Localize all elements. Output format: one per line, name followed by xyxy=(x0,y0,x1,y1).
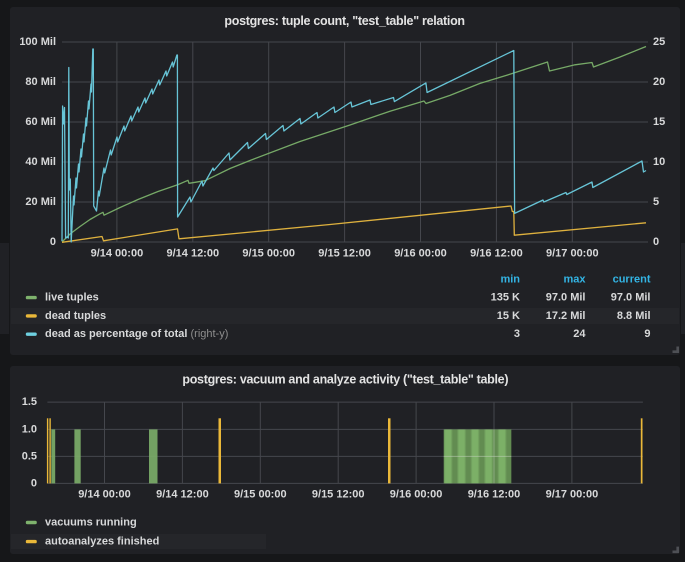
svg-text:0: 0 xyxy=(50,236,56,248)
svg-text:1.0: 1.0 xyxy=(22,423,37,435)
svg-text:max: max xyxy=(563,273,586,285)
svg-text:24: 24 xyxy=(573,328,586,340)
svg-text:9/17 00:00: 9/17 00:00 xyxy=(546,489,599,501)
svg-text:9/17 00:00: 9/17 00:00 xyxy=(546,248,599,260)
svg-text:9/14 12:00: 9/14 12:00 xyxy=(166,248,219,260)
svg-text:9/16 00:00: 9/16 00:00 xyxy=(390,489,443,501)
svg-text:9/16 00:00: 9/16 00:00 xyxy=(394,248,447,260)
svg-text:9/15 00:00: 9/15 00:00 xyxy=(234,489,287,501)
svg-text:20: 20 xyxy=(653,76,665,88)
svg-text:9: 9 xyxy=(644,328,650,340)
svg-text:9/16 12:00: 9/16 12:00 xyxy=(468,489,521,501)
svg-text:9/15 12:00: 9/15 12:00 xyxy=(312,489,365,501)
svg-text:3: 3 xyxy=(514,328,520,340)
svg-text:8.8 Mil: 8.8 Mil xyxy=(617,310,651,322)
svg-text:min: min xyxy=(500,273,520,285)
svg-text:0: 0 xyxy=(31,477,37,489)
svg-text:9/14 00:00: 9/14 00:00 xyxy=(91,248,144,260)
svg-text:135 K: 135 K xyxy=(491,292,520,304)
svg-text:dead tuples: dead tuples xyxy=(45,310,106,322)
svg-text:9/15 12:00: 9/15 12:00 xyxy=(318,248,371,260)
svg-text:9/14 00:00: 9/14 00:00 xyxy=(78,489,131,501)
svg-text:9/14 12:00: 9/14 12:00 xyxy=(156,489,209,501)
svg-text:40 Mil: 40 Mil xyxy=(25,156,56,168)
svg-text:15: 15 xyxy=(653,116,665,128)
svg-text:17.2 Mil: 17.2 Mil xyxy=(546,310,586,322)
svg-text:97.0 Mil: 97.0 Mil xyxy=(546,292,586,304)
svg-text:live tuples: live tuples xyxy=(45,292,99,304)
svg-text:9/16 12:00: 9/16 12:00 xyxy=(470,248,523,260)
svg-text:postgres: vacuum and analyze a: postgres: vacuum and analyze activity ("… xyxy=(182,373,508,387)
svg-text:dead as percentage of total (r: dead as percentage of total (right-y) xyxy=(45,328,228,340)
svg-text:0: 0 xyxy=(653,236,659,248)
svg-text:postgres: tuple count, "test_t: postgres: tuple count, "test_table" rela… xyxy=(224,14,464,28)
svg-text:0.5: 0.5 xyxy=(22,450,37,462)
svg-text:97.0 Mil: 97.0 Mil xyxy=(611,292,651,304)
svg-text:autoanalyzes finished: autoanalyzes finished xyxy=(45,536,159,548)
svg-text:20 Mil: 20 Mil xyxy=(25,196,56,208)
svg-text:1.5: 1.5 xyxy=(22,396,37,408)
svg-text:15 K: 15 K xyxy=(497,310,520,322)
svg-text:60 Mil: 60 Mil xyxy=(25,116,56,128)
svg-text:vacuums running: vacuums running xyxy=(45,517,137,529)
svg-text:80 Mil: 80 Mil xyxy=(25,76,56,88)
svg-text:10: 10 xyxy=(653,156,665,168)
svg-text:current: current xyxy=(613,273,651,285)
svg-text:5: 5 xyxy=(653,196,659,208)
svg-text:25: 25 xyxy=(653,36,665,48)
svg-text:100 Mil: 100 Mil xyxy=(19,36,56,48)
svg-text:9/15 00:00: 9/15 00:00 xyxy=(242,248,295,260)
